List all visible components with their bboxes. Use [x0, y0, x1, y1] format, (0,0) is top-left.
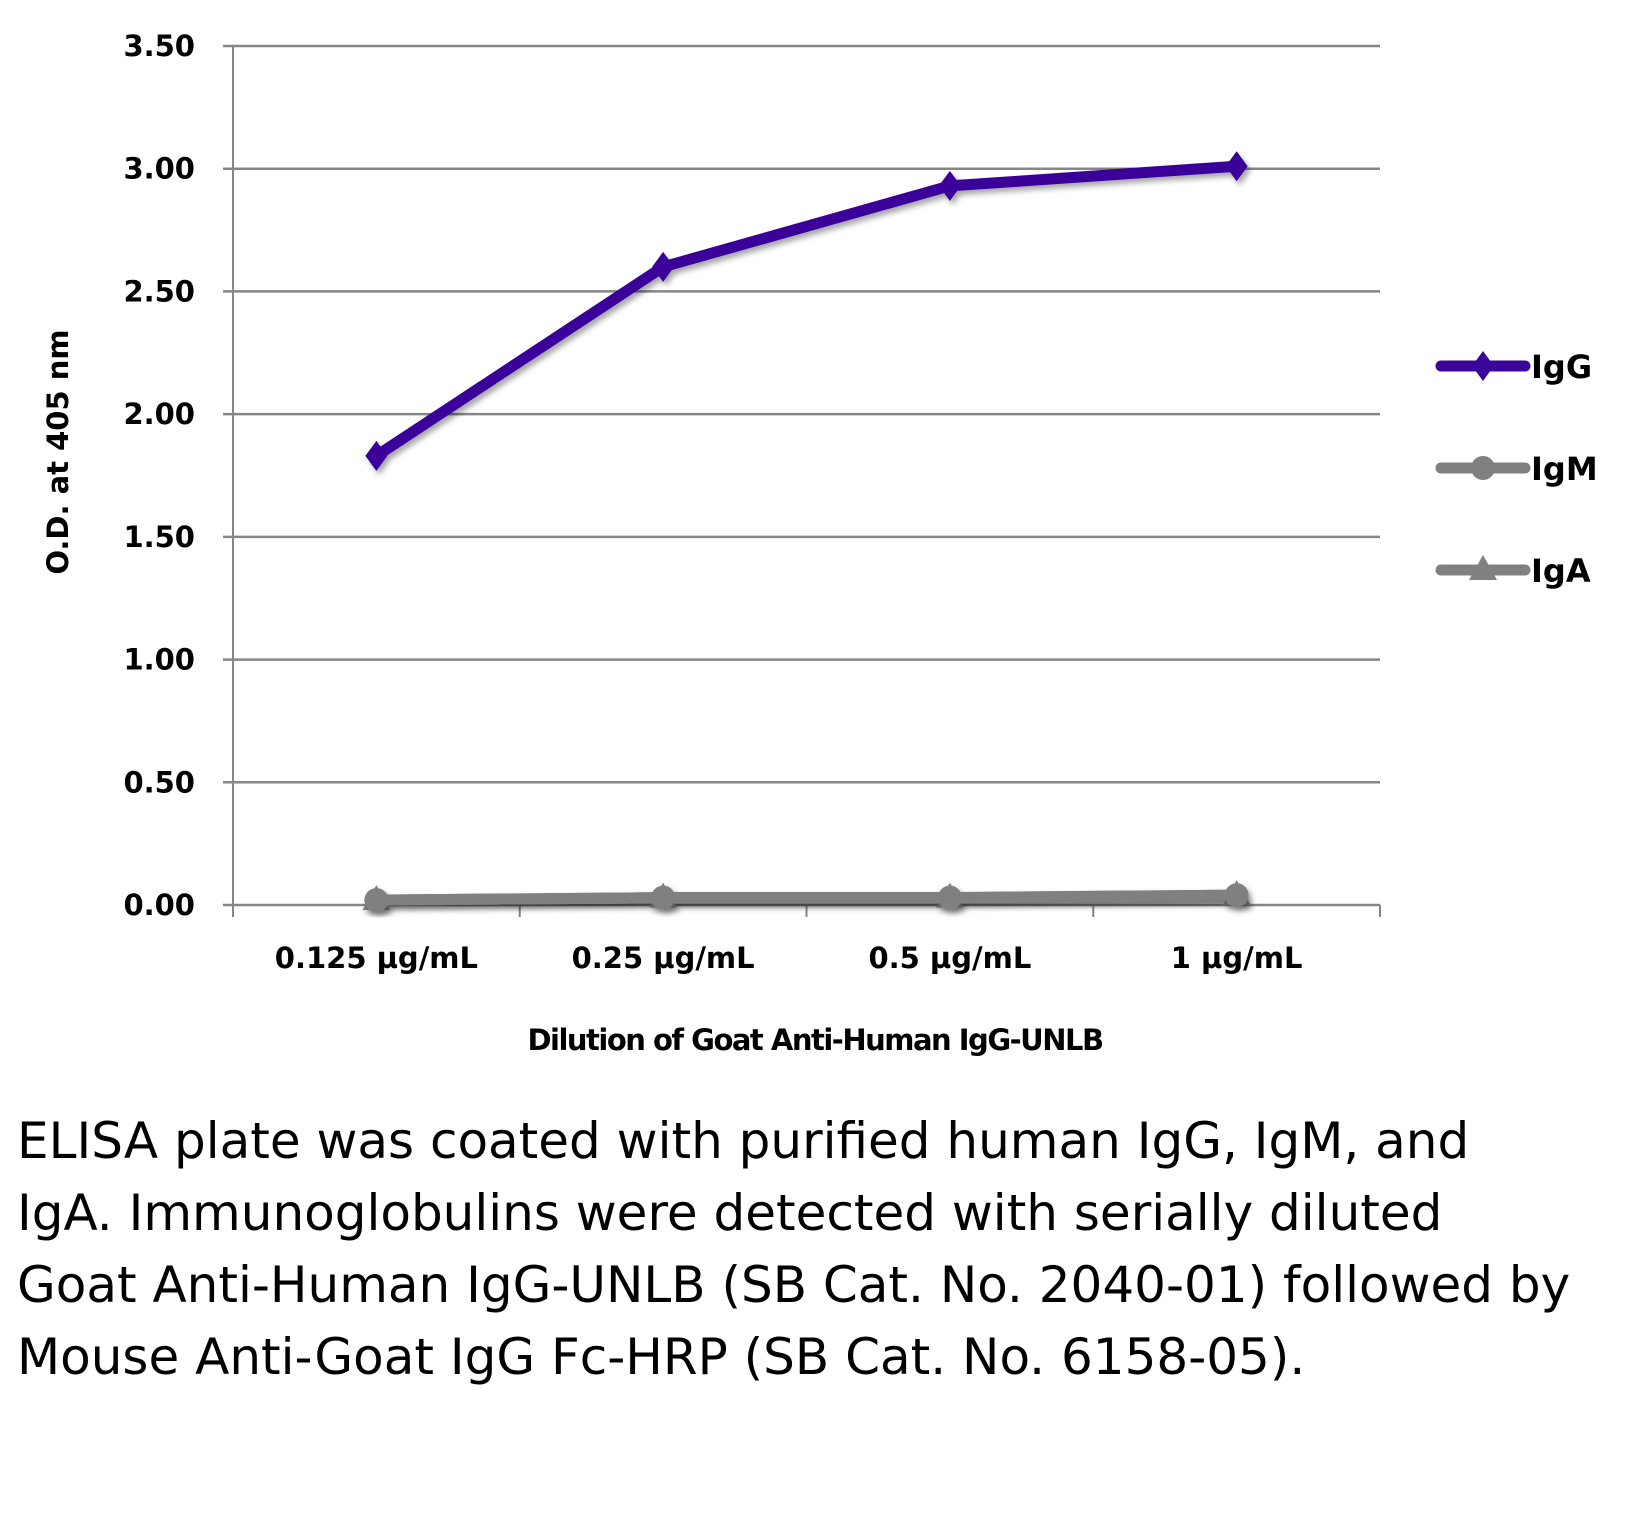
legend-item-igg: IgG	[1435, 348, 1592, 386]
x-tick-label: 0.25 µg/mL	[572, 941, 755, 975]
y-axis-title: O.D. at 405 nm	[41, 329, 75, 574]
series-igg	[365, 151, 1248, 471]
x-tick-label: 0.125 µg/mL	[275, 941, 478, 975]
data-point-circle	[651, 885, 676, 910]
legend-marker-circle	[1471, 456, 1495, 480]
series-line	[373, 160, 1238, 461]
data-point-diamond	[938, 170, 961, 201]
y-tick-label: 0.50	[123, 765, 195, 799]
y-tick-label: 0.00	[123, 888, 195, 922]
y-tick-label: 3.00	[123, 152, 195, 186]
x-tick-label: 1 µg/mL	[1171, 941, 1303, 975]
legend-label: IgG	[1531, 348, 1592, 386]
series-igm	[364, 883, 1249, 913]
legend-item-igm: IgM	[1435, 450, 1598, 488]
legend-label: IgM	[1531, 450, 1598, 488]
data-point-diamond	[365, 440, 388, 471]
data-point-circle	[364, 888, 389, 913]
data-point-circle	[937, 885, 962, 910]
y-tick-label: 1.50	[123, 520, 195, 554]
y-tick-label: 2.50	[123, 274, 195, 308]
legend-marker-triangle	[1469, 555, 1497, 580]
figure-caption: ELISA plate was coated with purified hum…	[17, 1112, 1571, 1386]
series-line	[376, 889, 1237, 906]
x-tick-label: 0.5 µg/mL	[868, 941, 1031, 975]
y-tick-label: 2.00	[123, 397, 195, 431]
data-point-diamond	[652, 251, 675, 282]
y-tick-label: 3.50	[123, 29, 195, 63]
y-tick-label: 1.00	[123, 643, 195, 677]
legend-marker-diamond	[1472, 351, 1494, 381]
x-axis-title: Dilution of Goat Anti-Human IgG-UNLB	[527, 1023, 1103, 1057]
data-point-circle	[1224, 883, 1249, 908]
legend-item-iga: IgA	[1435, 552, 1591, 590]
legend-label: IgA	[1531, 552, 1591, 590]
data-point-diamond	[1225, 151, 1248, 182]
